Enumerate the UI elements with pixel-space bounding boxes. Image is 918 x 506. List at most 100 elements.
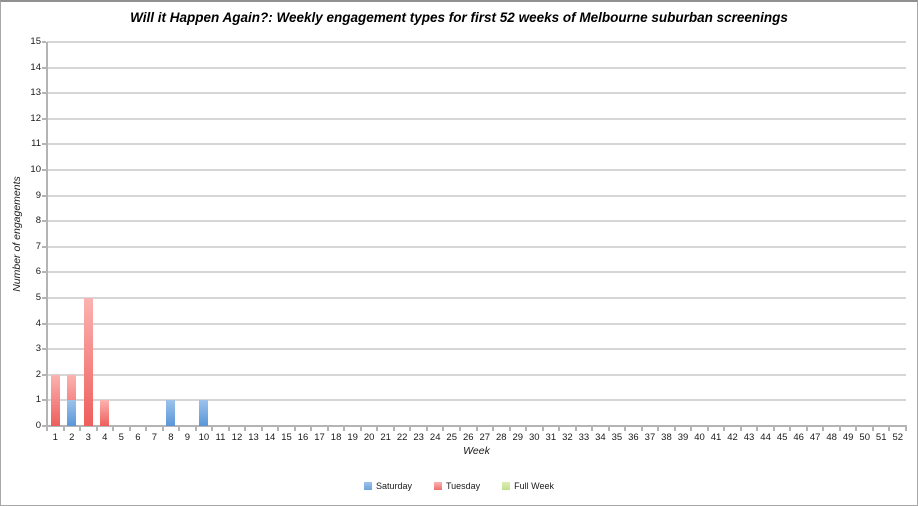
y-tick-11 (42, 143, 46, 146)
gridline-14 (47, 66, 906, 69)
x-tick-23 (425, 427, 428, 431)
gridline-15 (47, 41, 906, 43)
y-tick-label-14: 14 (30, 61, 41, 73)
x-tick-label-13: 13 (248, 432, 259, 443)
x-tick-label-1: 1 (52, 432, 58, 443)
x-tick-label-6: 6 (135, 432, 141, 443)
x-tick-label-43: 43 (743, 432, 755, 443)
x-tick-22 (409, 427, 412, 431)
x-tick-28 (508, 427, 511, 431)
x-tick-31 (558, 427, 561, 431)
x-tick-label-41: 41 (710, 432, 722, 443)
legend-label-tuesday: Tuesday (445, 481, 481, 491)
x-tick-label-44: 44 (760, 432, 771, 443)
x-tick-2 (79, 427, 82, 431)
x-tick-label-28: 28 (495, 432, 507, 443)
x-tick-44 (772, 427, 775, 431)
x-tick-label-4: 4 (102, 432, 108, 443)
y-tick-label-10: 10 (30, 164, 41, 175)
bar-tuesday-week-3 (83, 298, 93, 426)
x-tick-label-12: 12 (231, 432, 243, 443)
x-tick-label-35: 35 (611, 432, 623, 443)
legend-label-saturday: Saturday (375, 481, 412, 491)
y-tick-label-9: 9 (35, 189, 41, 201)
x-tick-label-17: 17 (314, 432, 325, 443)
x-tick-label-31: 31 (545, 432, 557, 443)
x-tick-16 (310, 427, 313, 431)
x-tick-15 (293, 427, 296, 431)
legend: Saturday Tuesday Full Week (1, 481, 917, 491)
y-tick-label-11: 11 (31, 138, 41, 150)
x-tick-51 (888, 427, 891, 431)
x-tick-17 (326, 427, 329, 431)
gridline-6 (47, 271, 906, 274)
x-tick-label-27: 27 (479, 432, 491, 443)
y-axis-line (46, 42, 48, 426)
y-tick-2 (42, 373, 46, 376)
gridline-13 (47, 92, 906, 95)
x-tick-label-11: 11 (215, 432, 226, 443)
x-tick-49 (855, 427, 858, 431)
x-tick-42 (739, 427, 742, 431)
legend-swatch-full-week (502, 482, 511, 490)
y-tick-label-13: 13 (30, 87, 41, 99)
bar-tuesday-week-4 (100, 400, 110, 426)
y-tick-10 (42, 169, 46, 171)
x-tick-label-42: 42 (727, 432, 738, 443)
x-tick-label-38: 38 (661, 432, 672, 443)
y-tick-5 (42, 297, 46, 299)
x-tick-20 (376, 427, 379, 431)
y-tick-label-1: 1 (35, 394, 41, 406)
x-tick-25 (458, 427, 461, 431)
x-tick-29 (525, 427, 528, 431)
x-axis-title: Week (463, 445, 490, 457)
x-tick-50 (871, 427, 874, 431)
y-tick-13 (42, 92, 46, 95)
x-tick-label-25: 25 (446, 432, 457, 443)
y-tick-label-2: 2 (35, 368, 41, 380)
x-tick-label-15: 15 (281, 432, 292, 443)
x-tick-36 (640, 427, 643, 431)
x-tick-13 (260, 427, 263, 431)
x-tick-label-50: 50 (859, 432, 870, 443)
y-tick-8 (42, 220, 46, 223)
y-tick-0 (42, 425, 46, 427)
bar-tuesday-week-1 (50, 374, 60, 426)
x-tick-24 (442, 427, 445, 431)
x-tick-label-29: 29 (512, 432, 524, 443)
bar-saturday-week-2 (67, 400, 77, 426)
y-tick-14 (42, 66, 46, 69)
x-tick-label-40: 40 (694, 432, 705, 443)
y-tick-label-4: 4 (35, 317, 41, 329)
x-tick-label-18: 18 (330, 432, 342, 443)
x-tick-label-10: 10 (198, 432, 210, 443)
y-tick-label-7: 7 (35, 240, 41, 252)
chart-title: Will it Happen Again?: Weekly engagement… (130, 10, 788, 25)
y-tick-1 (42, 399, 46, 402)
x-tick-38 (673, 427, 676, 431)
x-tick-label-16: 16 (297, 432, 309, 443)
x-tick-30 (541, 427, 544, 431)
x-tick-1 (62, 427, 65, 431)
x-tick-18 (343, 427, 346, 431)
x-tick-label-34: 34 (595, 432, 606, 443)
legend-swatch-saturday (363, 482, 372, 490)
gridline-11 (47, 143, 906, 146)
x-axis-line (46, 425, 907, 427)
gridline-7 (47, 245, 906, 248)
x-tick-47 (822, 427, 825, 431)
x-tick-label-30: 30 (529, 432, 540, 443)
x-tick-35 (624, 427, 627, 431)
y-tick-label-3: 3 (35, 343, 41, 355)
x-tick-label-36: 36 (628, 432, 639, 443)
x-tick-5 (128, 427, 131, 431)
gridline-4 (47, 322, 906, 325)
x-tick-19 (359, 427, 362, 431)
x-tick-label-22: 22 (396, 432, 408, 443)
x-tick-9 (194, 427, 197, 431)
gridline-3 (47, 348, 906, 351)
legend-item-tuesday: Tuesday (433, 481, 481, 491)
x-tick-label-23: 23 (413, 432, 424, 443)
x-tick-label-48: 48 (826, 432, 837, 443)
